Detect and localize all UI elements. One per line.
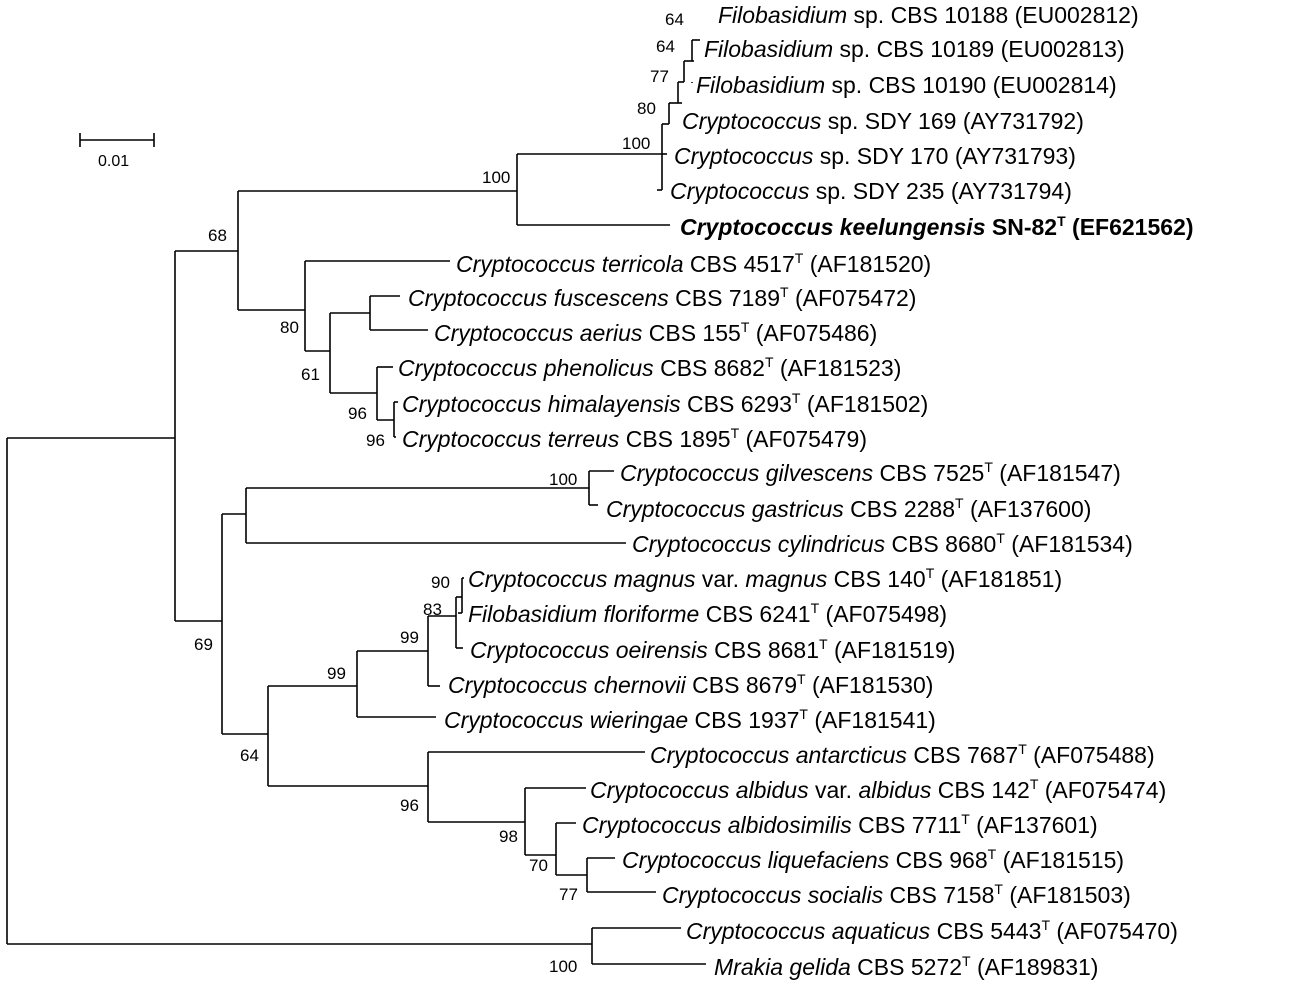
- taxon-label: Cryptococcus albidus var. albidus CBS 14…: [590, 776, 1166, 803]
- taxon-label: Cryptococcus chernovii CBS 8679T (AF1815…: [448, 671, 933, 698]
- bootstrap-value: 64: [665, 10, 684, 29]
- bootstrap-value: 100: [482, 168, 510, 187]
- taxon-label: Cryptococcus cylindricus CBS 8680T (AF18…: [632, 530, 1133, 557]
- taxon-label: Cryptococcus gastricus CBS 2288T (AF1376…: [606, 495, 1091, 522]
- scale-bar: 0.01: [79, 133, 155, 170]
- taxon-label: Cryptococcus sp. SDY 169 (AY731792): [682, 108, 1084, 134]
- bootstrap-value: 68: [208, 226, 227, 245]
- bootstrap-value: 69: [194, 635, 213, 654]
- taxon-label: Cryptococcus sp. SDY 170 (AY731793): [674, 143, 1076, 169]
- taxon-label: Cryptococcus terricola CBS 4517T (AF1815…: [456, 250, 931, 277]
- bootstrap-value: 99: [400, 628, 419, 647]
- bootstrap-value: 98: [499, 827, 518, 846]
- bootstrap-value: 96: [348, 404, 367, 423]
- bootstrap-value: 61: [301, 365, 320, 384]
- taxon-label: Cryptococcus aerius CBS 155T (AF075486): [434, 319, 877, 346]
- bootstrap-value: 83: [423, 600, 442, 619]
- bootstrap-value: 90: [431, 573, 450, 592]
- bootstrap-value: 77: [559, 885, 578, 904]
- bootstrap-value: 64: [656, 37, 675, 56]
- bootstrap-value: 96: [366, 431, 385, 450]
- taxon-labels: Filobasidium sp. CBS 10188 (EU002812) Fil…: [398, 2, 1194, 980]
- taxon-label: Filobasidium sp. CBS 10190 (EU002814): [696, 72, 1117, 98]
- taxon-label: Cryptococcus phenolicus CBS 8682T (AF181…: [398, 354, 901, 381]
- bootstrap-value: 80: [637, 99, 656, 118]
- taxon-label: Cryptococcus gilvescens CBS 7525T (AF181…: [620, 459, 1121, 486]
- bootstrap-value: 100: [622, 134, 650, 153]
- taxon-label: Cryptococcus oeirensis CBS 8681T (AF1815…: [470, 636, 955, 663]
- taxon-label: Cryptococcus terreus CBS 1895T (AF075479…: [402, 425, 867, 452]
- bootstrap-value: 96: [400, 796, 419, 815]
- bootstrap-value: 100: [549, 957, 577, 976]
- taxon-label: Cryptococcus liquefaciens CBS 968T (AF18…: [622, 846, 1124, 873]
- bootstrap-value: 64: [240, 746, 259, 765]
- taxon-label: Cryptococcus fuscescens CBS 7189T (AF075…: [408, 284, 916, 311]
- taxon-label: Cryptococcus keelungensis SN-82T (EF6215…: [680, 213, 1194, 240]
- taxon-label: Cryptococcus aquaticus CBS 5443T (AF0754…: [686, 917, 1178, 944]
- bootstrap-value: 80: [280, 318, 299, 337]
- taxon-label: Filobasidium sp. CBS 10189 (EU002813): [704, 36, 1125, 62]
- taxon-label: Cryptococcus himalayensis CBS 6293T (AF1…: [402, 390, 928, 417]
- bootstrap-value: 99: [327, 664, 346, 683]
- taxon-label: Cryptococcus sp. SDY 235 (AY731794): [670, 178, 1072, 204]
- taxon-label: Cryptococcus magnus var. magnus CBS 140T…: [468, 565, 1062, 592]
- taxon-label: Cryptococcus antarcticus CBS 7687T (AF07…: [650, 741, 1155, 768]
- bootstrap-values: 6464778010010068806196961009999839069649…: [194, 10, 684, 976]
- taxon-label: Mrakia gelida CBS 5272T (AF189831): [714, 953, 1098, 980]
- tree-branches: [6, 39, 706, 965]
- taxon-label: Filobasidium floriforme CBS 6241T (AF075…: [468, 600, 947, 627]
- taxon-label: Cryptococcus albidosimilis CBS 7711T (AF…: [582, 811, 1098, 838]
- scale-bar-label: 0.01: [98, 153, 129, 170]
- bootstrap-value: 100: [549, 470, 577, 489]
- bootstrap-value: 77: [650, 67, 669, 86]
- bootstrap-value: 70: [529, 856, 548, 875]
- taxon-label: Filobasidium sp. CBS 10188 (EU002812): [718, 2, 1139, 28]
- taxon-label: Cryptococcus socialis CBS 7158T (AF18150…: [662, 881, 1131, 908]
- taxon-label: Cryptococcus wieringae CBS 1937T (AF1815…: [444, 706, 936, 733]
